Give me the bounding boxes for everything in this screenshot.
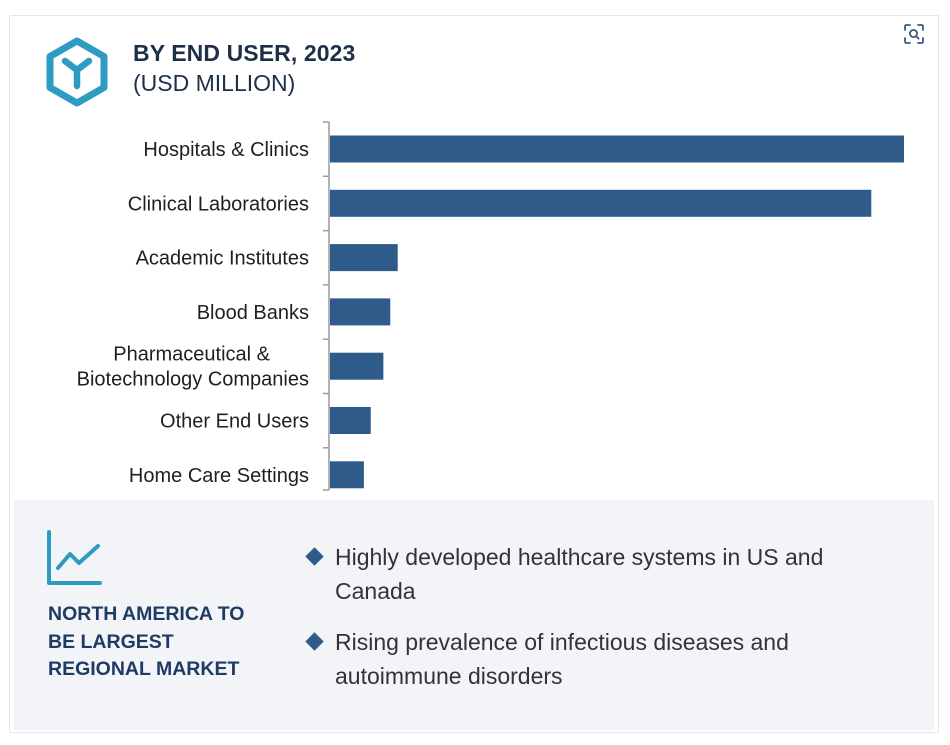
category-label: Blood Banks bbox=[197, 302, 309, 324]
category-label: Pharmaceutical & Biotechnology Companies bbox=[77, 344, 309, 391]
bar bbox=[330, 244, 398, 272]
category-label: Other End Users bbox=[160, 411, 309, 433]
region-title-line: NORTH AMERICA TO bbox=[48, 603, 245, 625]
bar bbox=[330, 189, 872, 217]
chart-subtitle: (USD MILLION) bbox=[133, 70, 296, 96]
diamond-bullet-icon bbox=[305, 547, 324, 566]
focus-zoom-icon bbox=[904, 24, 924, 44]
bar bbox=[330, 407, 371, 434]
chart-title: BY END USER, 2023 bbox=[133, 40, 356, 66]
insight-bullet: Highly developed healthcare systems in U… bbox=[305, 540, 895, 608]
region-title-line: REGIONAL MARKET bbox=[48, 658, 240, 680]
bar bbox=[330, 352, 384, 380]
bar-chart: Hospitals & Clinics Clinical Laboratories… bbox=[77, 121, 904, 491]
zoom-button[interactable] bbox=[895, 18, 933, 50]
bar bbox=[330, 298, 391, 326]
insight-bullet: Rising prevalence of infectious diseases… bbox=[305, 625, 895, 693]
category-label: Hospitals & Clinics bbox=[143, 139, 309, 161]
category-label-line: Blood Banks bbox=[197, 302, 309, 324]
diamond-bullet-icon bbox=[305, 632, 324, 651]
category-label-line: Academic Institutes bbox=[136, 248, 309, 270]
category-label-line: Pharmaceutical & bbox=[113, 344, 270, 366]
insights-panel bbox=[14, 500, 934, 730]
insight-text: Rising prevalence of infectious diseases… bbox=[335, 629, 789, 689]
bar bbox=[330, 135, 904, 163]
bar bbox=[330, 461, 364, 489]
category-label-line: Biotechnology Companies bbox=[77, 369, 309, 391]
hexagon-logo-icon bbox=[46, 37, 108, 107]
category-label-line: Home Care Settings bbox=[129, 465, 309, 487]
insight-bullets: Highly developed healthcare systems in U… bbox=[305, 540, 895, 710]
category-label: Academic Institutes bbox=[136, 248, 309, 270]
line-trend-icon bbox=[47, 530, 102, 585]
region-title: NORTH AMERICA TO BE LARGEST REGIONAL MAR… bbox=[48, 601, 278, 684]
category-label-line: Hospitals & Clinics bbox=[143, 139, 309, 161]
category-label-line: Clinical Laboratories bbox=[128, 193, 309, 215]
category-label-line: Other End Users bbox=[160, 411, 309, 433]
category-label: Home Care Settings bbox=[129, 465, 309, 487]
region-title-line: BE LARGEST bbox=[48, 630, 174, 653]
category-label: Clinical Laboratories bbox=[128, 193, 309, 215]
insight-text: Highly developed healthcare systems in U… bbox=[335, 544, 824, 604]
